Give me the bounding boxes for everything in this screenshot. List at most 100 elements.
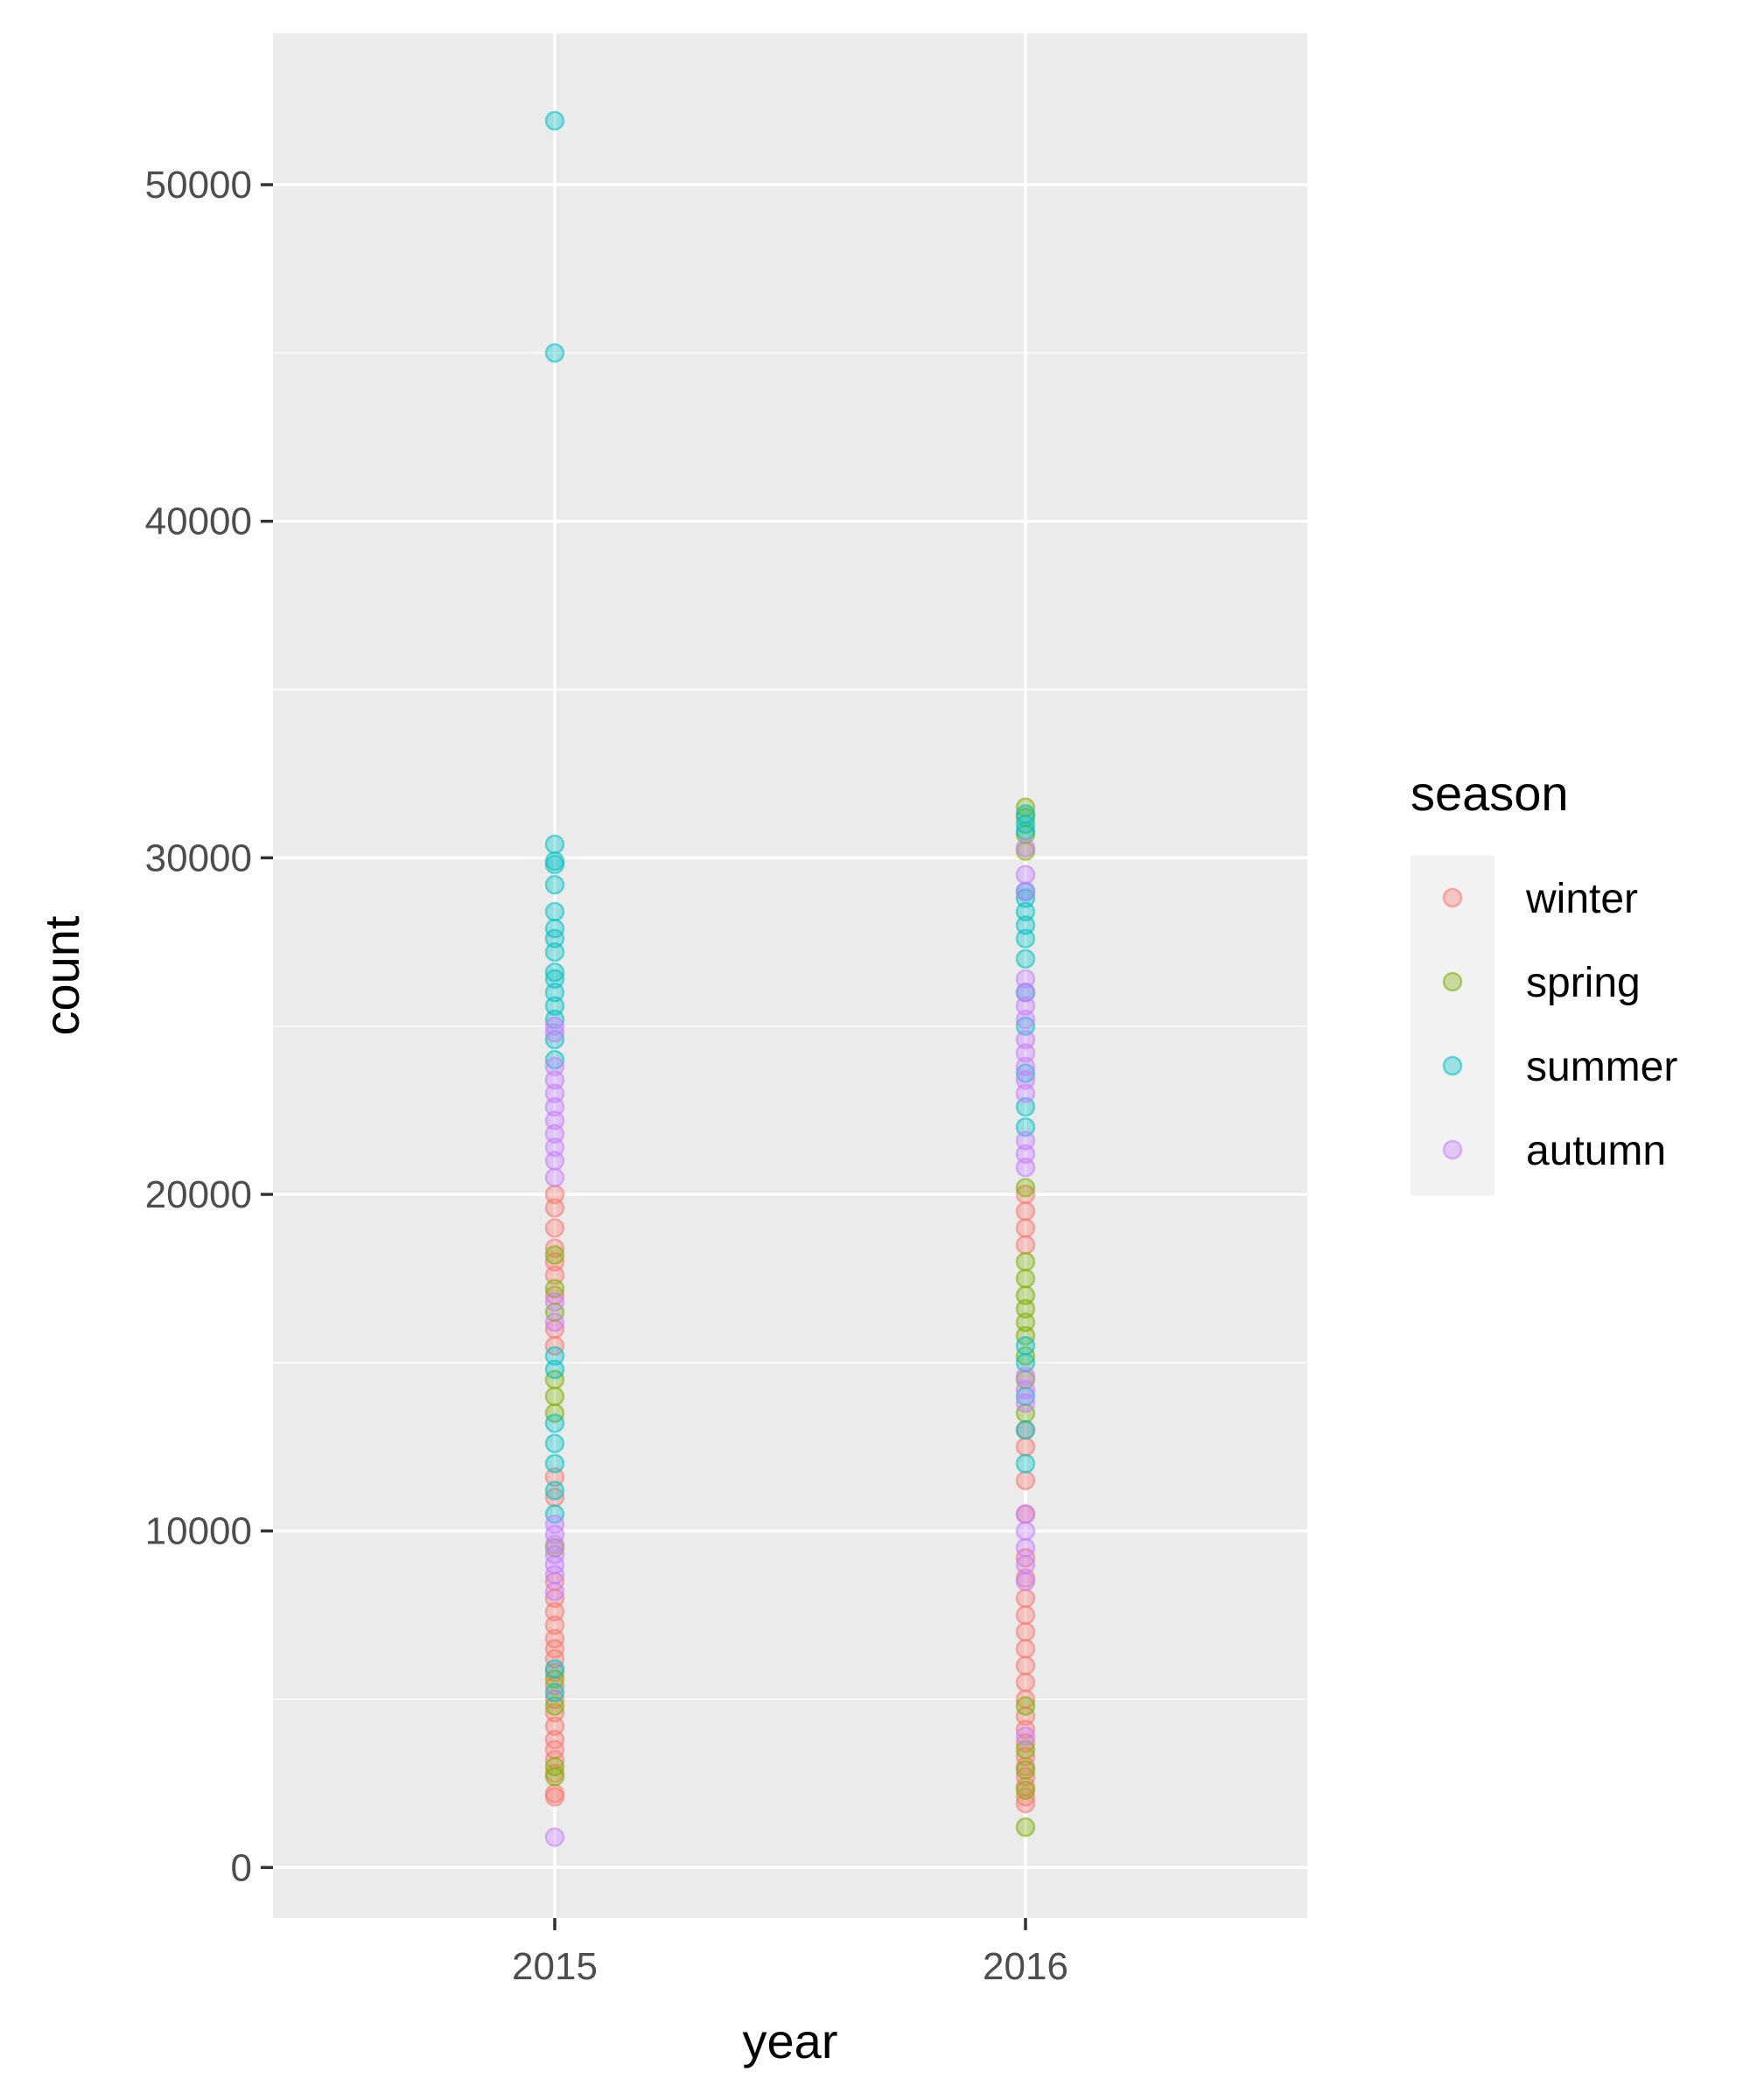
- data-point-summer: [544, 1359, 565, 1380]
- data-point-spring: [544, 1369, 565, 1390]
- data-point-autumn: [544, 1554, 565, 1575]
- data-point-summer: [544, 1413, 565, 1433]
- data-point-summer: [544, 1009, 565, 1030]
- data-point-winter: [1015, 1732, 1036, 1754]
- data-point-spring: [1015, 1740, 1036, 1760]
- data-point-summer: [544, 834, 565, 855]
- data-point-spring: [1015, 1178, 1036, 1198]
- data-point-autumn: [544, 1151, 565, 1171]
- data-point-autumn: [544, 1581, 565, 1602]
- data-point-winter: [544, 1716, 565, 1737]
- data-point-winter: [544, 1615, 565, 1635]
- data-point-summer: [544, 1346, 565, 1366]
- data-point-summer: [544, 996, 565, 1016]
- data-point-spring: [1015, 1346, 1036, 1366]
- data-point-autumn: [1015, 1537, 1036, 1558]
- legend-key-winter: [1442, 887, 1463, 908]
- data-point-winter: [544, 1251, 565, 1272]
- data-point-winter: [544, 1238, 565, 1258]
- data-point-autumn: [1015, 1029, 1036, 1050]
- data-point-summer: [1015, 915, 1036, 935]
- x-axis-title: year: [743, 2013, 838, 2068]
- data-point-autumn: [544, 1056, 565, 1077]
- data-point-summer: [544, 1504, 565, 1524]
- data-point-autumn: [1015, 969, 1036, 990]
- y-tick-label: 50000: [145, 164, 252, 206]
- data-point-winter: [1015, 1218, 1036, 1238]
- data-point-winter: [544, 1639, 565, 1659]
- data-point-winter: [1015, 1588, 1036, 1608]
- data-point-summer: [544, 1659, 565, 1679]
- data-point-autumn: [544, 1110, 565, 1130]
- legend-label-spring: spring: [1526, 960, 1641, 1006]
- data-point-autumn: [1015, 1130, 1036, 1151]
- data-point-spring: [1015, 1298, 1036, 1320]
- data-point-summer: [544, 1453, 565, 1474]
- data-point-summer: [1015, 1386, 1036, 1407]
- data-point-summer: [544, 901, 565, 922]
- data-point-winter: [544, 1184, 565, 1205]
- data-point-autumn: [1015, 837, 1036, 858]
- data-point-autumn: [1015, 1379, 1036, 1400]
- data-point-summer: [1015, 888, 1036, 908]
- data-point-autumn: [1015, 881, 1036, 902]
- data-point-winter: [544, 1703, 565, 1723]
- data-point-autumn: [544, 1544, 565, 1564]
- data-point-winter: [544, 1601, 565, 1622]
- data-point-autumn: [544, 1827, 565, 1847]
- minor-gridlines: [273, 352, 1307, 1700]
- data-point-winter: [544, 1628, 565, 1648]
- data-point-summer: [544, 1433, 565, 1453]
- data-point-spring: [1015, 1251, 1036, 1272]
- y-tick-label: 10000: [145, 1510, 252, 1553]
- data-point-summer: [544, 918, 565, 939]
- data-point-autumn: [1015, 1393, 1036, 1413]
- legend-label-autumn: autumn: [1526, 1128, 1666, 1174]
- data-point-winter: [1015, 1235, 1036, 1255]
- data-point-spring: [544, 1696, 565, 1716]
- data-point-summer: [544, 850, 565, 872]
- legend-key-spring: [1442, 971, 1463, 992]
- data-point-winter: [544, 1466, 565, 1488]
- data-point-spring: [1015, 1760, 1036, 1781]
- data-point-autumn: [544, 1167, 565, 1188]
- data-point-spring: [544, 1386, 565, 1407]
- data-point-spring: [1015, 1268, 1036, 1289]
- data-point-winter: [544, 1648, 565, 1670]
- data-point-summer: [544, 1049, 565, 1070]
- data-point-summer: [544, 962, 565, 983]
- data-point-spring: [544, 1278, 565, 1298]
- data-point-winter: [544, 1198, 565, 1218]
- data-point-autumn: [544, 1083, 565, 1103]
- data-point-autumn: [544, 1524, 565, 1544]
- data-point-autumn: [544, 1534, 565, 1555]
- data-point-autumn: [1015, 1521, 1036, 1541]
- data-point-winter: [1015, 1639, 1036, 1659]
- data-point-summer: [1015, 1016, 1036, 1036]
- data-point-autumn: [1015, 1366, 1036, 1386]
- data-point-summer: [1015, 1335, 1036, 1356]
- data-point-autumn: [1015, 864, 1036, 885]
- data-point-autumn: [1015, 1056, 1036, 1077]
- data-point-autumn: [544, 1023, 565, 1043]
- data-point-winter: [1015, 1548, 1036, 1568]
- y-axis: 0 10000 20000 30000 40000 50000: [145, 164, 273, 1889]
- y-tick-label: 20000: [145, 1173, 252, 1216]
- data-point-autumn: [544, 1292, 565, 1312]
- data-point-summer: [544, 110, 565, 131]
- data-point-spring: [544, 1669, 565, 1690]
- data-point-summer: [1015, 1116, 1036, 1138]
- data-point-autumn: [1015, 1726, 1036, 1746]
- data-point-winter: [544, 1265, 565, 1285]
- data-point-winter: [1015, 1201, 1036, 1222]
- data-point-autumn: [1015, 1144, 1036, 1165]
- data-point-autumn: [1015, 1504, 1036, 1524]
- data-point-winter: [1015, 1787, 1036, 1807]
- plot-panel: [273, 33, 1307, 1918]
- legend-label-winter: winter: [1525, 876, 1638, 922]
- data-point-summer: [544, 942, 565, 962]
- legend: season winter spring summer autumn: [1410, 766, 1677, 1195]
- data-point-autumn: [1015, 1083, 1036, 1103]
- data-point-summer: [1015, 1453, 1036, 1474]
- data-point-summer: [544, 343, 565, 363]
